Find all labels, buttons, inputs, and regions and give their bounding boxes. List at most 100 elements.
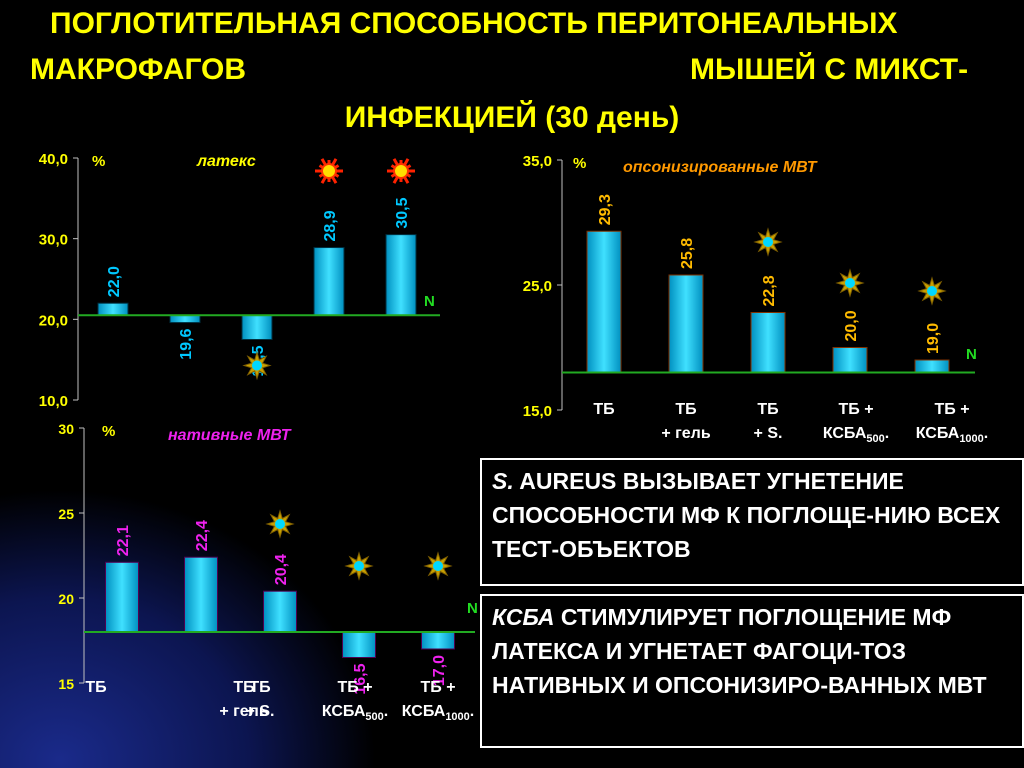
category-label: ТБ + КСБА1000. — [916, 401, 989, 445]
star-marker-icon — [835, 268, 865, 298]
note-1-text: AUREUS ВЫЗЫВАЕТ УГНЕТЕНИЕ СПОСОБНОСТИ МФ… — [492, 468, 1001, 562]
category-line: + гель — [661, 425, 711, 442]
bar-value-label: 25,8 — [679, 238, 696, 269]
category-line: ТБ — [249, 679, 270, 696]
y-tick-label: 15 — [58, 676, 74, 692]
y-tick-label: 25 — [58, 506, 74, 522]
note-2-text: СТИМУЛИРУЕТ ПОГЛОЩЕНИЕ МФ ЛАТЕКСА И УГНЕ… — [492, 604, 987, 698]
category-text: КСБА — [322, 703, 366, 720]
bar-value-label: 19,0 — [925, 323, 942, 354]
bar — [750, 312, 786, 373]
bar — [105, 561, 139, 633]
title-line-1: ПОГЛОТИТЕЛЬНАЯ СПОСОБНОСТЬ ПЕРИТОНЕАЛЬНЫ… — [50, 7, 898, 40]
bar — [241, 314, 273, 340]
chart-title: опсонизированные МВТ — [623, 159, 818, 176]
bar-value-label: 17,0 — [431, 655, 448, 686]
norm-label: N — [467, 600, 478, 617]
sun-ray — [403, 176, 410, 184]
bar-value-label: 28,9 — [322, 210, 339, 241]
note-s-aureus: S. AUREUS ВЫЗЫВАЕТ УГНЕТЕНИЕ СПОСОБНОСТИ… — [480, 458, 1024, 586]
category-label: ТБ + гель — [661, 401, 711, 442]
category-line: КСБА500. — [322, 703, 388, 723]
star-marker-icon — [265, 509, 295, 539]
chart-title: латекс — [196, 153, 256, 170]
bar — [263, 590, 297, 633]
category-line: ТБ + — [337, 679, 372, 696]
y-tick-label: 10,0 — [39, 393, 68, 410]
category-dot: . — [885, 425, 889, 442]
sun-ray — [320, 176, 327, 184]
star-marker-icon — [753, 227, 783, 257]
bar — [668, 274, 704, 373]
bar-value-label: 22,1 — [115, 525, 132, 556]
y-axis-unit: % — [102, 423, 115, 440]
bar — [184, 556, 218, 633]
category-dot: . — [984, 425, 988, 442]
y-tick-label: 35,0 — [523, 153, 552, 170]
category-subscript: 500 — [866, 433, 884, 445]
note-2-italic: КСБА — [492, 604, 555, 630]
category-subscript: 1000 — [445, 711, 469, 723]
sun-ray — [320, 158, 327, 166]
category-line: ТБ — [675, 401, 696, 418]
bar — [586, 230, 622, 373]
y-tick-label: 20 — [58, 591, 74, 607]
bar — [313, 247, 345, 316]
sun-core — [393, 163, 409, 179]
title-line-3: ИНФЕКЦИЕЙ (30 день) — [344, 101, 680, 134]
category-line: КСБА500. — [823, 425, 889, 445]
sun-ray — [392, 176, 399, 184]
bar-value-label: 22,8 — [761, 275, 778, 306]
star-core — [927, 286, 937, 296]
chart-title: нативные МВТ — [168, 427, 292, 444]
bar-value-label: 29,3 — [597, 194, 614, 225]
category-line: КСБА1000. — [916, 425, 989, 445]
category-line: ТБ + — [420, 679, 455, 696]
sun-marker-icon — [315, 158, 343, 184]
bar — [421, 631, 455, 650]
note-1-italic: S. — [492, 468, 514, 494]
star-core — [275, 519, 285, 529]
category-label: ТБ + гель — [219, 679, 269, 720]
star-core — [763, 237, 773, 247]
bar-value-label: 20,4 — [273, 554, 290, 585]
y-tick-label: 25,0 — [523, 278, 552, 295]
y-tick-label: 15,0 — [523, 403, 552, 420]
category-line: ТБ — [233, 679, 254, 696]
y-axis-unit: % — [92, 153, 105, 170]
y-tick-label: 30,0 — [39, 232, 68, 249]
bar-value-label: 22,0 — [106, 266, 123, 297]
sun-ray — [331, 176, 338, 184]
bar-value-label: 20,0 — [843, 310, 860, 341]
category-line: ТБ + — [838, 401, 873, 418]
category-line: ТБ — [593, 401, 614, 418]
category-subscript: 1000 — [959, 433, 983, 445]
category-label: ТБ — [593, 401, 614, 418]
y-tick-label: 20,0 — [39, 312, 68, 329]
title-line-2a: МАКРОФАГОВ — [30, 53, 247, 86]
bar — [385, 234, 417, 316]
bar — [832, 347, 868, 373]
y-axis-unit: % — [573, 155, 586, 172]
category-line: + гель — [219, 703, 269, 720]
title-line-2b: МЫШЕЙ С МИКСТ- — [690, 53, 969, 86]
star-core — [845, 278, 855, 288]
star-marker-icon — [344, 551, 374, 581]
bar-value-label: 16,5 — [352, 663, 369, 694]
category-dot: . — [470, 703, 474, 720]
category-text: КСБА — [823, 425, 867, 442]
star-core — [433, 561, 443, 571]
category-label: ТБ + S. — [246, 679, 275, 720]
sun-ray — [403, 158, 410, 166]
y-tick-label: 30 — [58, 421, 74, 437]
category-line: + S. — [754, 425, 783, 442]
category-label: ТБ + КСБА500. — [322, 679, 388, 723]
category-label: ТБ + КСБА1000. — [402, 679, 475, 723]
sun-marker-icon — [387, 158, 415, 184]
norm-label: N — [966, 346, 977, 363]
category-line: + S. — [246, 703, 275, 720]
star-marker-icon — [242, 350, 272, 381]
category-label: ТБ — [85, 679, 106, 696]
